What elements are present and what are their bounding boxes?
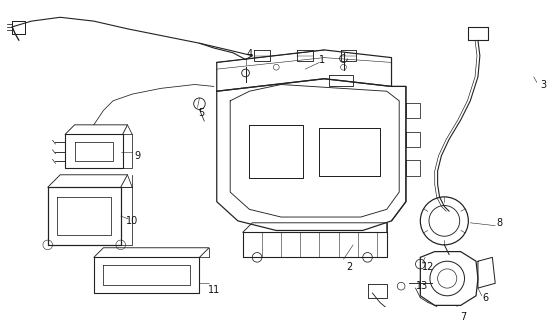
Text: 4: 4	[246, 49, 252, 59]
Text: 2: 2	[346, 262, 353, 272]
Text: 8: 8	[496, 218, 502, 228]
Text: 10: 10	[126, 216, 138, 226]
Text: 9: 9	[134, 151, 140, 161]
Text: 3: 3	[540, 79, 546, 90]
Text: 13: 13	[416, 281, 428, 291]
Text: 5: 5	[198, 108, 204, 118]
Text: 6: 6	[483, 293, 489, 303]
Text: 12: 12	[422, 262, 434, 272]
Text: 1: 1	[320, 54, 326, 65]
Text: 11: 11	[208, 285, 220, 295]
Text: 7: 7	[461, 312, 467, 320]
